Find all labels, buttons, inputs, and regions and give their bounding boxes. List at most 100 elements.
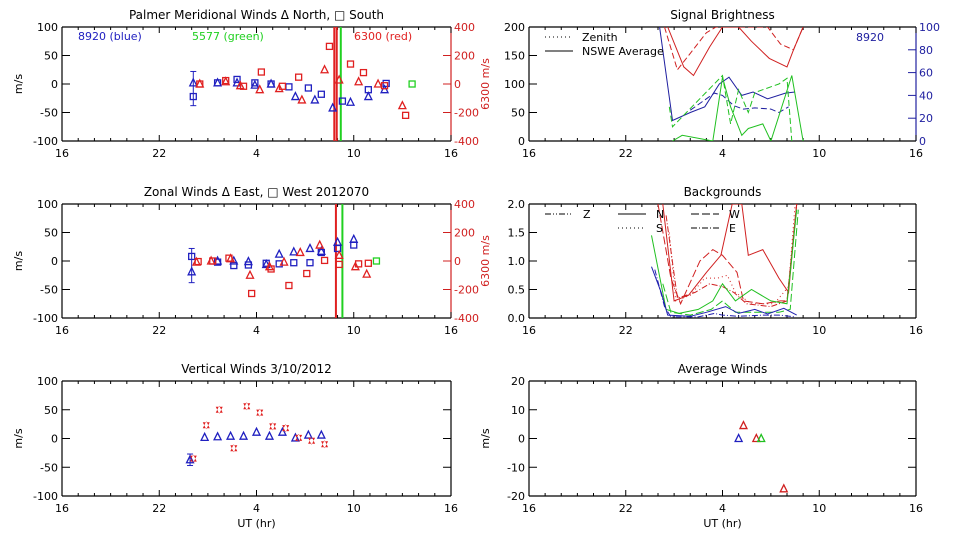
data-point-square: [359, 68, 368, 77]
legend-label: E: [729, 222, 736, 235]
series-line: [668, 74, 793, 141]
data-point-square: [401, 111, 410, 119]
data-point-triangle: [310, 94, 320, 104]
data-point-triangle: [261, 258, 271, 269]
legend-label: Z: [583, 208, 591, 221]
y-tick-label: 0: [51, 255, 58, 268]
y-tick-label: 50: [44, 404, 58, 417]
x-tick-label: 16: [909, 324, 923, 337]
y-tick-label: 100: [504, 78, 525, 91]
data-point-square: [372, 257, 381, 265]
y2-tick-label: 200: [454, 50, 475, 63]
data-point-square: [408, 80, 416, 88]
y-tick-label: -50: [40, 461, 58, 474]
data-point-star: [230, 444, 238, 453]
chart-title: Palmer Meridional Winds Δ North, □ South: [129, 8, 384, 22]
y2-tick-label: 100: [919, 21, 940, 34]
x-tick-label: 22: [619, 502, 633, 515]
data-point-triangle: [245, 269, 255, 279]
data-point-square: [364, 259, 372, 267]
x-tick-label: 16: [444, 147, 458, 160]
plot-area: [734, 420, 789, 493]
data-point-square: [285, 281, 293, 290]
x-tick-label: 10: [812, 502, 826, 515]
panel-vertical: Vertical Winds 3/10/2012 16 22 4 10 16 UT (hr)…: [12, 362, 458, 530]
y-axis-label: m/s: [479, 428, 492, 448]
x-tick-label: 4: [719, 147, 726, 160]
data-point-square: [196, 80, 204, 88]
data-point-square: [225, 254, 233, 262]
y2-tick-label: -200: [454, 284, 479, 297]
series-line: [657, 204, 798, 306]
data-point-square: [251, 79, 259, 87]
y2-tick-label: 400: [454, 198, 475, 211]
data-point-square: [317, 248, 325, 257]
data-point-star: [215, 405, 223, 414]
data-point-triangle: [334, 249, 344, 259]
data-point-square: [275, 260, 283, 268]
x-tick-label: 16: [444, 502, 458, 515]
data-point-triangle: [290, 91, 300, 101]
data-point-square: [380, 82, 389, 90]
data-point-square: [364, 86, 372, 94]
y-tick-label: 0: [51, 78, 58, 91]
data-point-star: [282, 424, 290, 433]
data-point-star: [269, 422, 277, 431]
legend-label: Zenith: [582, 31, 618, 44]
data-point-star: [295, 433, 303, 442]
data-point-triangle: [316, 429, 326, 439]
data-point-triangle: [738, 420, 749, 430]
x-tick-label: 16: [444, 324, 458, 337]
data-point-triangle: [274, 248, 284, 258]
data-point-triangle: [328, 102, 338, 112]
x-tick-label: 16: [522, 324, 536, 337]
panel-average: Average Winds 16 22 4 10 16 UT (hr) 20 10 0 -10 -20…: [479, 362, 923, 530]
y-tick-label: 0.0: [508, 312, 526, 325]
y-tick-label: -10: [507, 461, 525, 474]
data-point-square: [350, 241, 358, 249]
y-tick-label: -100: [33, 490, 58, 503]
data-point-square: [213, 258, 222, 266]
y-tick-label: 50: [44, 50, 58, 63]
x-tick-label: 4: [719, 502, 726, 515]
y2-tick-label: -400: [454, 312, 479, 325]
data-point-triangle: [303, 429, 313, 439]
data-point-star: [243, 402, 251, 411]
data-point-triangle: [277, 426, 287, 436]
x-tick-label: 16: [55, 502, 69, 515]
y2-tick-label: 80: [919, 44, 933, 57]
data-point-triangle: [264, 430, 275, 440]
legend-label: NSWE Average: [582, 45, 664, 58]
data-point-triangle: [243, 256, 253, 266]
data-point-square: [213, 79, 222, 87]
series-line: [662, 204, 798, 302]
data-point-square: [303, 269, 311, 278]
y-tick-label: -50: [40, 107, 58, 120]
data-point-square: [304, 84, 313, 92]
y-tick-label: -50: [40, 284, 58, 297]
series-line: [654, 269, 796, 318]
legend-label: S: [656, 222, 663, 235]
panel-zonal: Zonal Winds Δ East, □ West 2012070 16 22 4 1…: [12, 185, 492, 337]
x-tick-label: 10: [347, 502, 361, 515]
series-line: [690, 92, 789, 114]
y2-tick-label: 0: [919, 135, 926, 148]
y2-tick-label: 20: [919, 112, 933, 125]
data-point-square: [233, 75, 241, 84]
y-axis-label: m/s: [12, 251, 25, 271]
x-tick-label: 4: [719, 324, 726, 337]
data-point-triangle: [251, 426, 262, 436]
data-point-square: [306, 259, 314, 267]
x-tick-label: 22: [619, 147, 633, 160]
annotation-label: 6300 (red): [354, 30, 412, 43]
y-tick-label: 2.0: [508, 198, 526, 211]
x-axis-label: UT (hr): [237, 517, 275, 530]
data-point-star: [202, 421, 210, 430]
data-point-triangle: [349, 233, 359, 243]
y-tick-label: 100: [37, 198, 58, 211]
plot-area: [659, 27, 804, 141]
data-point-triangle: [316, 245, 326, 255]
x-tick-label: 22: [152, 324, 166, 337]
y-tick-label: 0.5: [508, 284, 526, 297]
